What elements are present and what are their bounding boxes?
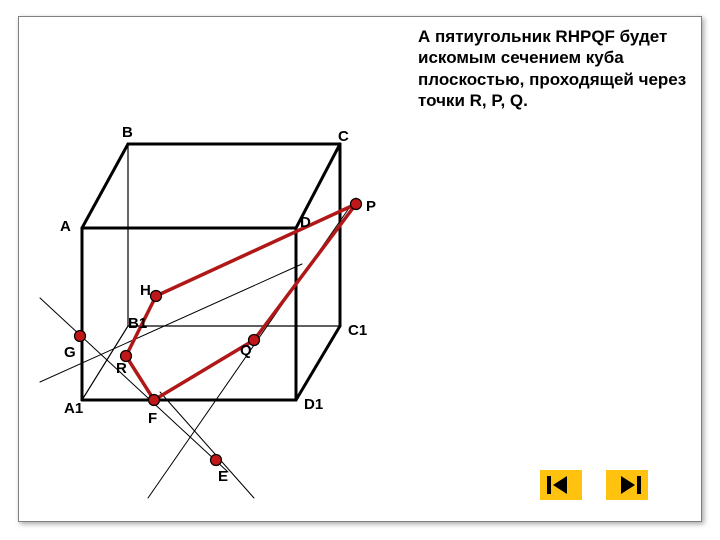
vertex-label: B1 [128, 315, 147, 332]
cube-diagram [18, 16, 702, 522]
vertex-label: Q [240, 342, 252, 359]
vertex-label: D [300, 214, 311, 231]
vertex-label: C [338, 128, 349, 145]
vertex-label: H [140, 282, 151, 299]
vertex-label: P [366, 198, 376, 215]
vertex-label: R [116, 360, 127, 377]
vertex-label: F [148, 410, 157, 427]
vertex-label: G [64, 344, 76, 361]
vertex-label: E [218, 468, 228, 485]
prev-icon [540, 470, 582, 500]
vertex-label: A [60, 218, 71, 235]
vertex-label: A1 [64, 400, 83, 417]
vertex-label: B [122, 124, 133, 141]
vertex-label: D1 [304, 396, 323, 413]
next-icon [606, 470, 648, 500]
vertex-label: C1 [348, 322, 367, 339]
prev-slide-button[interactable] [540, 470, 582, 500]
next-slide-button[interactable] [606, 470, 648, 500]
